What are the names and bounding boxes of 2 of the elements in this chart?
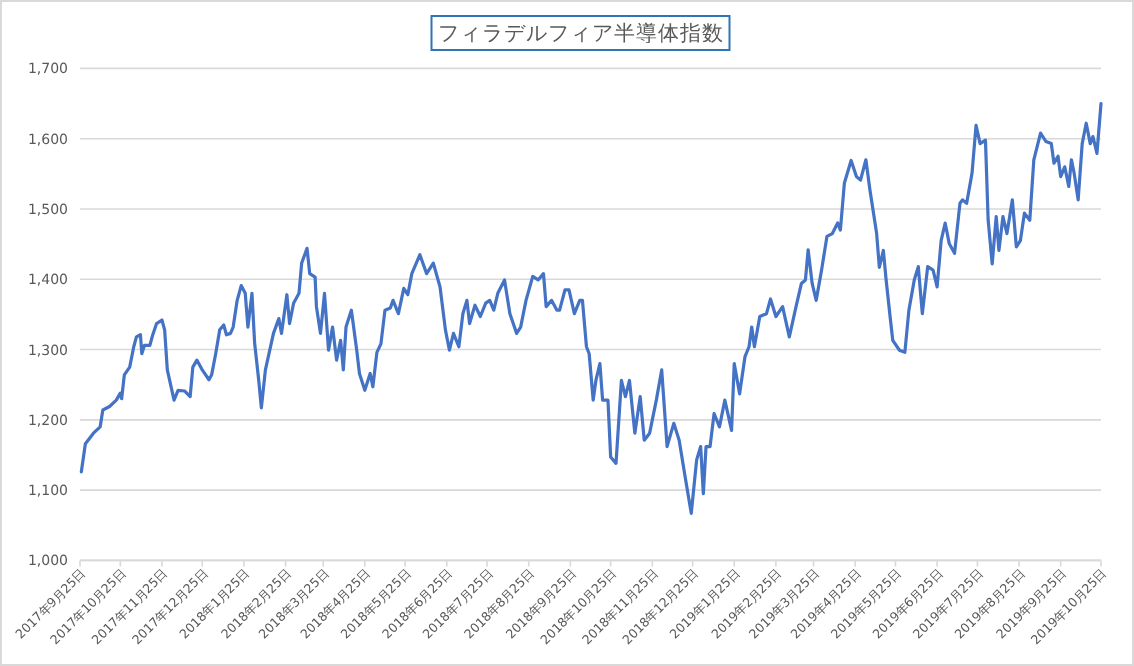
chart-title: フィラデルフィア半導体指数: [437, 20, 724, 46]
line-series: [79, 101, 1103, 515]
